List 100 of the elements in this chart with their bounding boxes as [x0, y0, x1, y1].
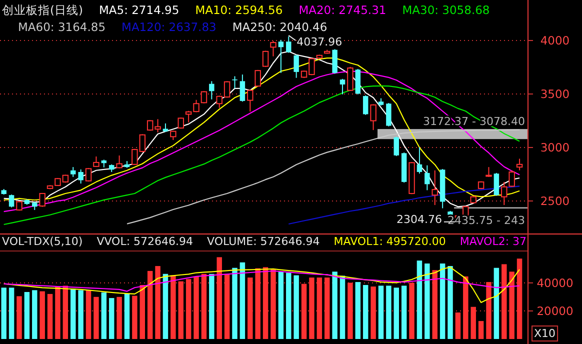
bar: [201, 274, 207, 339]
bar: [1, 288, 6, 339]
candlestick: [262, 50, 269, 68]
bar: [162, 274, 168, 339]
bar: [232, 268, 238, 339]
bar: [278, 272, 284, 339]
bar: [316, 278, 322, 339]
bar: [424, 264, 430, 339]
candlestick: [240, 74, 246, 102]
bar: [432, 270, 438, 339]
text: MA20: 2745.31: [298, 3, 386, 17]
candlestick: [70, 166, 76, 178]
y-tick-label: 40000: [536, 276, 574, 290]
bar: [463, 276, 468, 339]
candlestick: [394, 136, 399, 157]
bar: [455, 312, 461, 339]
candlestick: [8, 194, 14, 208]
bar: [362, 284, 368, 339]
candlestick: [93, 156, 100, 168]
bar: [170, 275, 176, 339]
annotation: 2304.76: [396, 212, 442, 226]
text: MA60: 3164.85: [18, 20, 106, 34]
candlestick: [294, 54, 299, 78]
bar: [94, 296, 99, 339]
bar: [62, 286, 68, 339]
candlestick: [501, 181, 508, 206]
bar: [394, 288, 399, 339]
text: VVOL: 572646.94: [96, 235, 194, 248]
bar: [248, 278, 253, 339]
bar: [186, 279, 192, 339]
text: MA30: 3058.68: [402, 3, 490, 17]
y-tick-label: 20000: [536, 304, 574, 318]
bar: [355, 282, 361, 339]
bar: [386, 286, 392, 339]
text: MA120: 2637.83: [122, 20, 216, 34]
candlestick: [286, 36, 292, 54]
bar: [209, 274, 214, 339]
candlestick: [39, 192, 46, 208]
bar: [116, 296, 122, 339]
candlestick: [332, 48, 338, 74]
bar: [240, 262, 246, 339]
bar: [470, 306, 476, 339]
bar: [224, 274, 230, 339]
bar: [55, 286, 60, 339]
bar: [40, 291, 45, 339]
candlestick: [424, 164, 430, 191]
candlestick: [209, 80, 214, 100]
bar: [348, 282, 353, 339]
bar: [502, 264, 507, 339]
bar: [309, 278, 314, 339]
chart-title: 创业板指(日线): [2, 3, 83, 17]
candlestick: [432, 170, 438, 206]
candlestick: [78, 168, 84, 184]
bar: [340, 276, 346, 339]
bar: [516, 258, 522, 339]
bar: [16, 296, 22, 339]
line-series: [3, 270, 520, 292]
bar: [270, 268, 276, 339]
candlestick: [494, 172, 500, 196]
bar: [301, 284, 307, 339]
series-label: MAVOL1: 495720.00: [334, 235, 446, 248]
bar: [47, 294, 53, 339]
candlestick: [508, 170, 515, 188]
y-tick-label: 4000: [540, 34, 570, 48]
bar: [178, 281, 184, 339]
bar: [262, 267, 268, 339]
candlestick: [85, 168, 92, 182]
bar: [409, 282, 414, 339]
candlestick: [347, 66, 354, 92]
text: MAVOL2: 37: [460, 235, 527, 248]
bar: [147, 270, 153, 339]
bar: [140, 284, 146, 339]
candlestick: [416, 146, 422, 174]
bar: [378, 286, 384, 339]
y-tick-label: 2500: [540, 194, 570, 208]
chart-title: VOL-TDX(5,10): [2, 235, 83, 248]
candlestick: [370, 104, 376, 131]
bar: [494, 268, 500, 339]
candlestick: [170, 130, 176, 140]
bar: [401, 286, 407, 339]
bar: [478, 321, 484, 339]
candlestick: [340, 78, 346, 95]
bar: [70, 288, 76, 339]
candlestick: [116, 155, 122, 169]
ref-line-label: 2435.75 - 243: [448, 214, 525, 227]
bar: [155, 266, 160, 339]
y-tick-label: 3000: [540, 140, 570, 154]
text: MA5: 2714.95: [98, 3, 180, 17]
candlestick: [362, 94, 368, 116]
candlestick: [386, 102, 392, 127]
bar: [86, 290, 92, 339]
bar: [294, 275, 299, 339]
candlestick: [516, 158, 523, 171]
bar: [286, 272, 292, 339]
bar: [486, 282, 492, 339]
bar: [416, 260, 422, 339]
bar: [440, 264, 446, 339]
bar: [78, 290, 84, 339]
annotation: 4037.96: [296, 35, 342, 48]
text: VOLUME: 572646.94: [207, 235, 320, 248]
